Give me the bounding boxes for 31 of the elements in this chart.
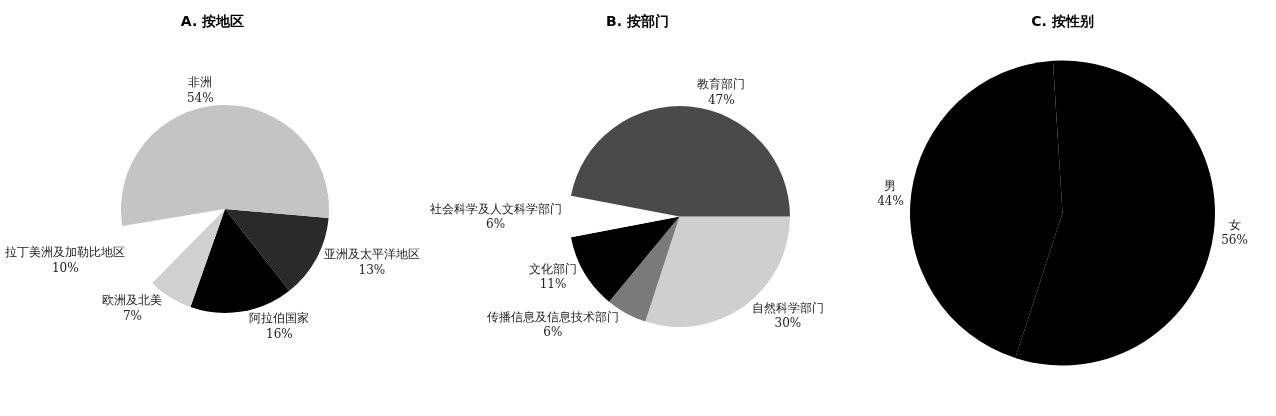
- slice-label: 阿拉伯国家: [249, 311, 310, 326]
- slice-label: 拉丁美洲及加勒比地区: [5, 245, 126, 260]
- data-label: 10%: [51, 260, 79, 275]
- slice-label: 女: [1228, 217, 1241, 232]
- data-label: 16%: [266, 326, 293, 341]
- slice-label: 社会科学及人文科学部门: [429, 201, 562, 216]
- data-label: 6%: [543, 325, 563, 340]
- pie-slice: [151, 209, 225, 308]
- data-label: 6%: [486, 217, 506, 232]
- chart-title: C. 按性别: [1031, 13, 1094, 30]
- data-label: 54%: [186, 91, 214, 106]
- slice-label: 自然科学部门: [751, 300, 824, 315]
- chart-title: B. 按部门: [606, 13, 669, 30]
- data-label: 44%: [877, 194, 904, 209]
- slice-label: 欧洲及北美: [102, 293, 163, 308]
- data-label: 11%: [539, 277, 567, 292]
- pie-slice: [121, 105, 329, 226]
- slice-label: 文化部门: [528, 261, 577, 276]
- data-label: 30%: [774, 316, 802, 331]
- pie-slice: [190, 209, 290, 313]
- data-label: 13%: [358, 262, 386, 277]
- slice-label: 教育部门: [697, 77, 746, 92]
- chart-title: A. 按地区: [180, 13, 245, 30]
- data-label: 7%: [122, 308, 143, 323]
- data-label: 56%: [1221, 233, 1248, 248]
- pie-slice: [570, 106, 790, 217]
- data-label: 47%: [707, 92, 735, 107]
- slice-label: 传播信息及信息技术部门: [486, 309, 619, 324]
- slice-label: 亚洲及太平洋地区: [323, 247, 420, 262]
- slice-label: 男: [884, 178, 897, 193]
- slice-label: 非洲: [188, 75, 213, 90]
